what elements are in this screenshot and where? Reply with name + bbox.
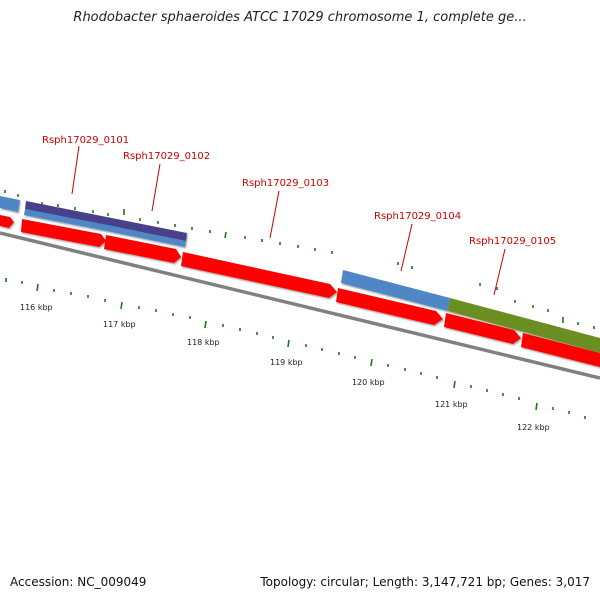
kbp-label-116: 116 kbp (20, 303, 53, 312)
cds-arrow-0103[interactable] (181, 252, 337, 298)
blue-feature-band-0101[interactable] (24, 209, 108, 231)
gene-label-0105[interactable]: Rsph17029_0105 (469, 236, 556, 247)
cds-track (0, 215, 600, 367)
kbp-label-117: 117 kbp (103, 320, 136, 329)
cds-arrow-0104[interactable] (336, 288, 443, 325)
gene-leader-lines (71, 145, 506, 296)
kbp-label-119: 119 kbp (270, 358, 303, 367)
cds-arrow-0100[interactable] (0, 215, 14, 228)
gene-label-0103[interactable]: Rsph17029_0103 (242, 178, 329, 189)
cds-arrow-0101[interactable] (21, 219, 106, 247)
blue-feature-band-0104[interactable] (341, 270, 450, 311)
gene-label-0104[interactable]: Rsph17029_0104 (374, 211, 461, 222)
blue-feature-band-0102[interactable] (107, 225, 186, 247)
gene-label-0101[interactable]: Rsph17029_0101 (42, 135, 129, 146)
map-title: Rhodobacter sphaeroides ATCC 17029 chrom… (73, 10, 527, 25)
kbp-label-121: 121 kbp (435, 400, 468, 409)
blue-feature-left-edge[interactable] (0, 196, 20, 212)
feature-track (0, 196, 600, 353)
gene-label-0102[interactable]: Rsph17029_0102 (123, 151, 210, 162)
kbp-label-118: 118 kbp (187, 338, 220, 347)
inner-tick-ring (5, 278, 586, 419)
accession-text: Accession: NC_009049 (10, 575, 147, 589)
cds-arrow-0105[interactable] (444, 313, 521, 344)
cds-arrow-0106[interactable] (521, 333, 600, 367)
genome-backbone (0, 231, 600, 380)
upper-tick-ring (4, 190, 595, 329)
purple-feature-band[interactable] (25, 201, 187, 241)
kbp-label-122: 122 kbp (517, 423, 550, 432)
genome-summary-text: Topology: circular; Length: 3,147,721 bp… (260, 575, 590, 589)
kbp-label-120: 120 kbp (352, 378, 385, 387)
green-feature-band-0105[interactable] (448, 298, 600, 353)
cds-arrow-0102[interactable] (104, 235, 181, 263)
